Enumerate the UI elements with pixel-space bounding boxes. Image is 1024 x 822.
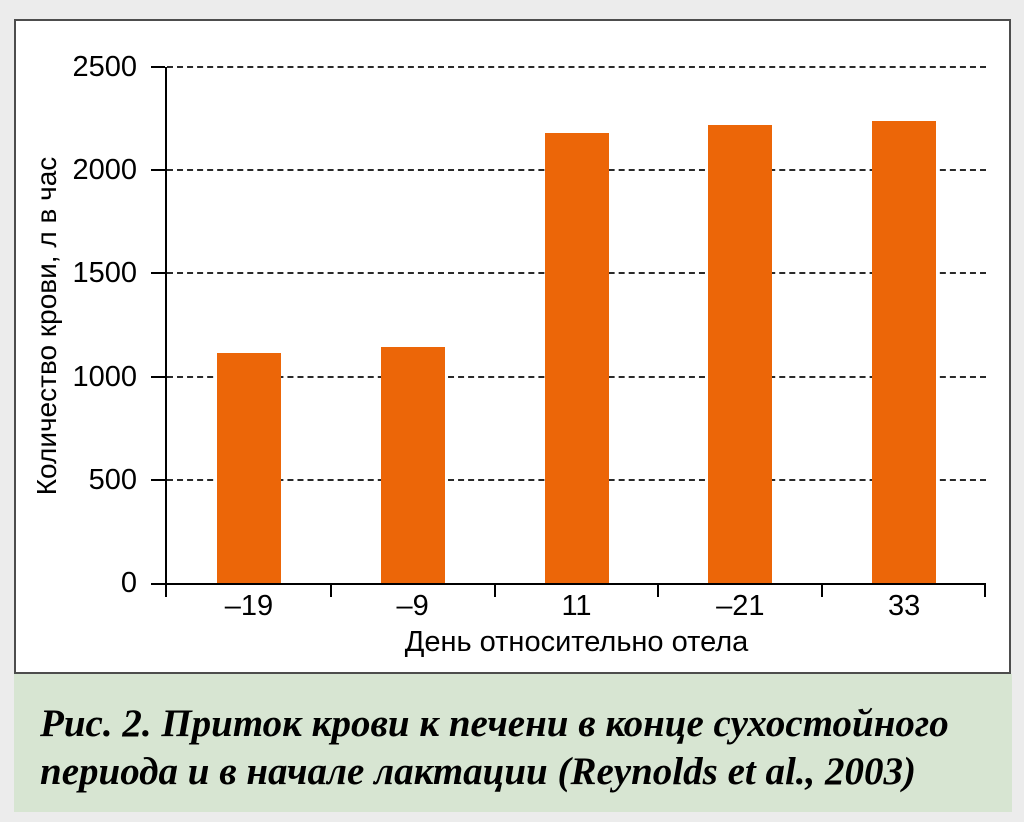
bar-–19 [216, 352, 281, 583]
y-tick-label-0: 0 [120, 567, 137, 599]
bar-11 [544, 133, 609, 583]
x-tick-label-11: 11 [561, 590, 592, 622]
y-axis-tick-1500 [151, 272, 165, 275]
bar-–9 [380, 346, 445, 583]
plot-area: 0 500 1000 1500 2000 2500 –19 –9 11 –21 33 [72, 51, 986, 622]
x-tick-label-–19: –19 [224, 590, 274, 622]
y-tick-label-1500: 1500 [72, 257, 137, 290]
x-tick-label-33: 33 [887, 590, 921, 622]
x-axis-tick-4 [821, 585, 824, 597]
x-axis-title: День относительно отела [404, 626, 749, 658]
x-axis-tick-0 [165, 585, 167, 597]
chart-panel: Количество крови, л в час 0 500 1000 1500 20… [14, 19, 1011, 674]
caption-line-1: Рис. 2. Приток крови к печени в конце су… [40, 702, 949, 745]
figure-caption: Рис. 2. Приток крови к печени в конце су… [14, 674, 1012, 812]
x-tick-label-–9: –9 [396, 590, 429, 622]
figure-caption-text: Рис. 2. Приток крови к печени в конце су… [14, 674, 1012, 796]
y-tick-label-2000: 2000 [72, 154, 137, 187]
x-tick-label-–21: –21 [716, 590, 765, 622]
x-axis-tick-3 [657, 585, 660, 597]
y-axis-label: Количество крови, л в час [31, 156, 62, 496]
caption-line-2: периода и в начале лактации (Reynolds et… [40, 750, 917, 793]
x-axis-tick-5 [984, 585, 986, 597]
x-axis-zero-tick [151, 583, 165, 585]
y-axis-tick-2500 [151, 66, 165, 68]
y-tick-label-500: 500 [88, 463, 137, 496]
x-axis-tick-1 [329, 585, 332, 597]
x-axis-tick-2 [493, 585, 496, 597]
bar-–21 [708, 124, 773, 583]
y-tick-label-1000: 1000 [72, 360, 137, 393]
y-axis-tick-1000 [151, 375, 165, 378]
y-tick-label-2500: 2500 [72, 51, 137, 83]
y-axis-tick-500 [151, 478, 165, 481]
gridline-2500 [167, 66, 986, 68]
bar-33 [872, 120, 937, 583]
y-axis-tick-2000 [151, 169, 165, 172]
